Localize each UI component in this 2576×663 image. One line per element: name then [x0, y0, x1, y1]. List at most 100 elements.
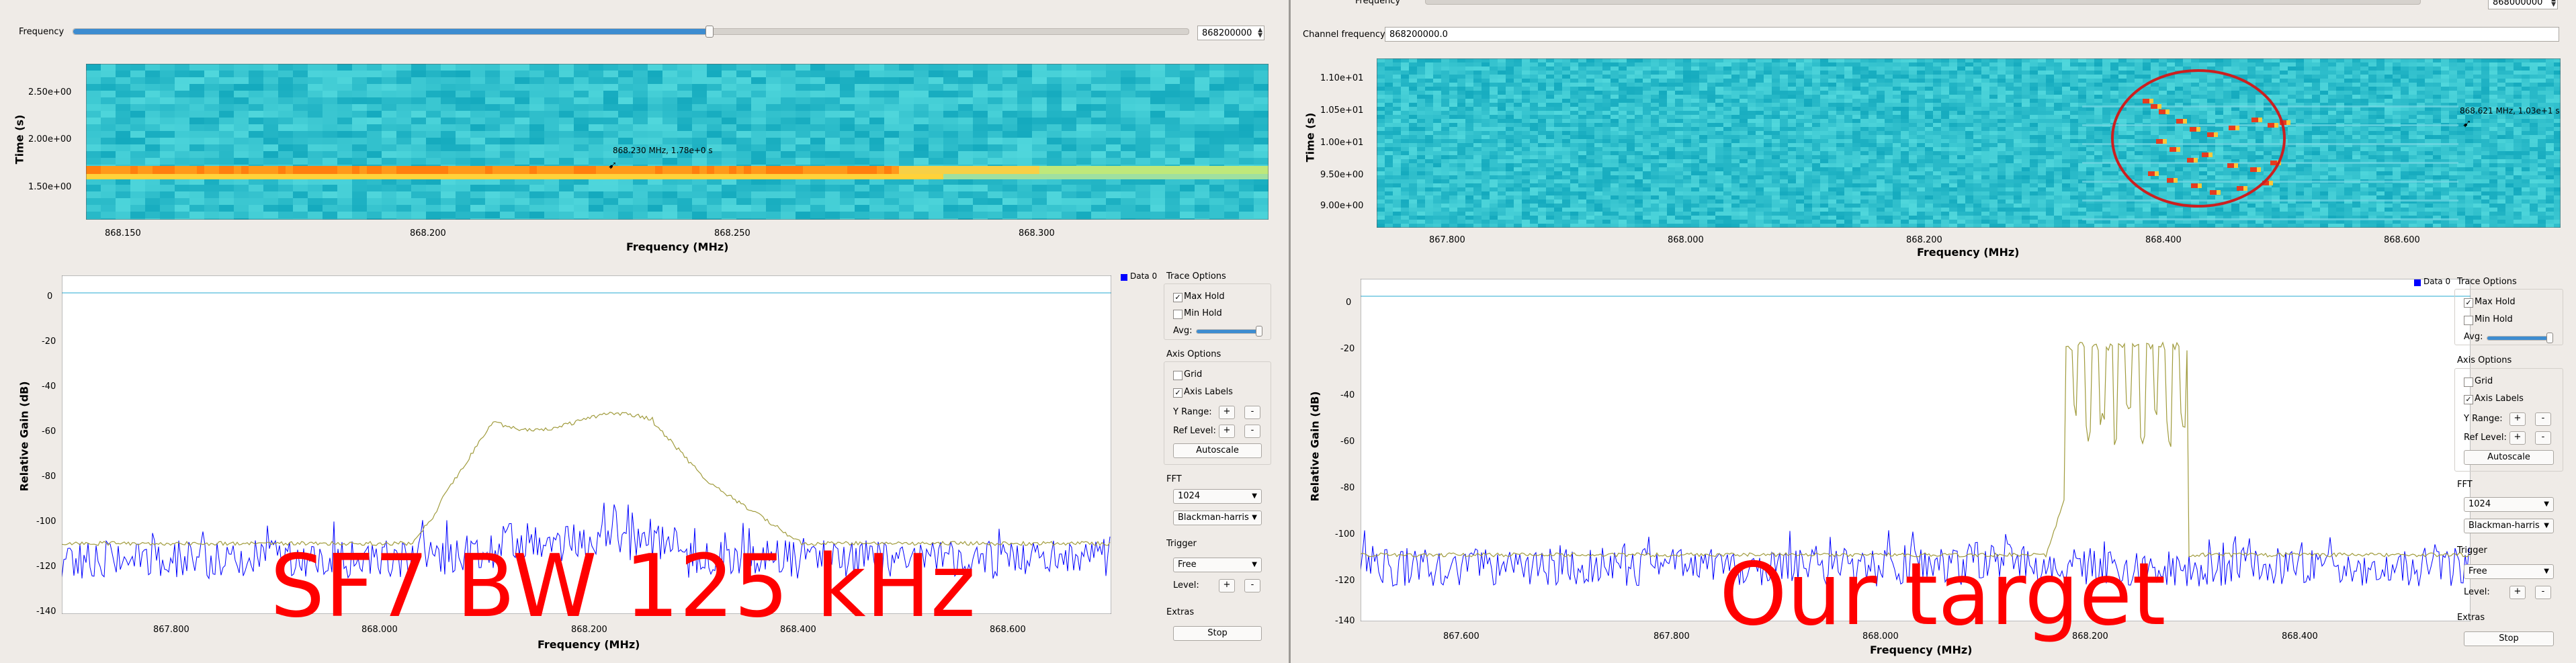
ref-level-minus-button[interactable]: - — [1244, 425, 1260, 438]
stop-button[interactable]: Stop — [2464, 631, 2554, 646]
y-range-plus-button[interactable]: + — [2509, 412, 2526, 426]
avg-slider[interactable] — [2487, 333, 2553, 343]
screen-divider — [1289, 0, 1291, 663]
y-tick: -80 — [1340, 483, 1355, 493]
freq-slider[interactable] — [1425, 0, 2421, 5]
freq-spinbox[interactable]: 868200000 ▲ ▼ — [1197, 26, 1264, 40]
y-tick: 2.00e+00 — [28, 134, 72, 144]
fft-plot-area[interactable] — [62, 275, 1111, 614]
freq-spinbox[interactable]: 868000000 ▲▼ — [2488, 0, 2558, 9]
level-minus-button[interactable]: - — [2535, 586, 2551, 599]
y-tick: 1.05e+01 — [1320, 105, 1364, 116]
y-range-label: Y Range: — [1173, 407, 1212, 417]
x-tick: 867.800 — [1654, 631, 1690, 642]
trigger-mode-select[interactable]: Free ▼ — [1173, 558, 1262, 572]
avg-slider-handle[interactable] — [1256, 326, 1262, 337]
freq-spinbox-value: 868200000 — [1202, 28, 1252, 38]
extras-title: Extras — [1166, 607, 1195, 617]
x-tick: 868.400 — [2282, 631, 2318, 642]
y-tick: -120 — [1335, 576, 1355, 586]
mouse-cursor-icon: ➹ — [2462, 117, 2472, 130]
max-hold-trace — [1361, 341, 2470, 558]
y-tick: -60 — [42, 427, 56, 437]
legend-color-swatch — [2414, 279, 2421, 286]
min-hold-checkbox[interactable] — [1173, 310, 1183, 319]
level-plus-button[interactable]: + — [2509, 586, 2526, 599]
right-fft-plot[interactable] — [1361, 279, 2471, 621]
y-tick: 2.50e+00 — [28, 87, 72, 97]
y-range-minus-button[interactable]: - — [1244, 406, 1260, 419]
max-hold-checkbox[interactable]: ✓ — [2464, 298, 2473, 308]
x-tick: 868.300 — [1019, 228, 1055, 238]
fft-x-label: Frequency (MHz) — [538, 638, 640, 651]
ref-level-minus-button[interactable]: - — [2535, 431, 2551, 445]
x-tick: 868.200 — [410, 228, 446, 238]
grid-checkbox[interactable] — [2464, 378, 2473, 387]
dropdown-arrow-icon: ▼ — [1252, 514, 1257, 521]
window-select[interactable]: Blackman-harris ▼ — [1173, 511, 1262, 525]
y-tick: 1.00e+01 — [1320, 138, 1364, 148]
fft-y-label: Relative Gain (dB) — [1308, 391, 1322, 502]
fft-plot-area[interactable] — [1361, 279, 2471, 621]
freq-slider-handle[interactable] — [705, 26, 714, 38]
min-hold-checkbox[interactable] — [2464, 316, 2473, 325]
avg-label: Avg: — [1173, 326, 1193, 336]
level-plus-button[interactable]: + — [1219, 579, 1235, 592]
legend-color-swatch — [1121, 274, 1127, 281]
ref-level-plus-button[interactable]: + — [2509, 431, 2526, 445]
grid-label: Grid — [2475, 376, 2493, 386]
waterfall-y-label: Time (s) — [13, 114, 26, 165]
right-flowgraph-window: Frequency 868000000 ▲▼ Channel frequency… — [1291, 0, 2576, 663]
freq-spinbox-value: 868000000 — [2493, 0, 2543, 7]
avg-slider-fill — [2487, 337, 2548, 340]
level-minus-button[interactable]: - — [1244, 579, 1260, 592]
avg-slider[interactable] — [1196, 326, 1262, 337]
y-tick: 9.50e+00 — [1320, 170, 1364, 180]
trigger-mode-select[interactable]: Free ▼ — [2464, 564, 2554, 579]
max-hold-checkbox[interactable]: ✓ — [1173, 293, 1183, 302]
avg-label: Avg: — [2464, 332, 2483, 342]
axis-options-box — [2454, 368, 2563, 472]
x-tick: 867.600 — [1443, 631, 1479, 642]
x-tick: 867.800 — [153, 625, 189, 635]
left-fft-plot[interactable] — [62, 275, 1111, 614]
spin-arrows-icon[interactable]: ▲▼ — [1258, 27, 1262, 39]
y-tick: -120 — [36, 562, 56, 572]
level-label: Level: — [1173, 580, 1199, 590]
y-tick: -100 — [36, 517, 56, 527]
x-tick: 868.400 — [780, 625, 816, 635]
avg-slider-handle[interactable] — [2546, 333, 2553, 343]
axis-labels-checkbox[interactable]: ✓ — [2464, 395, 2473, 404]
stop-button[interactable]: Stop — [1173, 626, 1262, 641]
right-waterfall-plot[interactable] — [1377, 58, 2561, 228]
y-tick: -140 — [1335, 616, 1355, 626]
left-waterfall-plot[interactable] — [86, 64, 1269, 220]
y-range-minus-button[interactable]: - — [2535, 412, 2551, 426]
window-select[interactable]: Blackman-harris ▼ — [2464, 519, 2554, 533]
fft-size-select[interactable]: 1024 ▼ — [2464, 497, 2554, 512]
channel-freq-input[interactable]: 868200000.0 — [1385, 27, 2559, 42]
x-tick: 868.000 — [1668, 235, 1704, 245]
max-hold-label: Max Hold — [1184, 292, 1225, 302]
fft-title: FFT — [1166, 474, 1182, 484]
waterfall-x-label: Frequency (MHz) — [626, 240, 729, 253]
x-tick: 868.250 — [714, 228, 750, 238]
y-tick: 1.50e+00 — [28, 182, 72, 192]
y-tick: -100 — [1335, 529, 1355, 539]
x-tick: 868.600 — [2384, 235, 2420, 245]
autoscale-button[interactable]: Autoscale — [2464, 450, 2554, 465]
axis-options-box — [1164, 361, 1271, 465]
y-tick: -140 — [36, 607, 56, 617]
freq-slider[interactable] — [73, 26, 1189, 38]
axis-labels-label: Axis Labels — [1184, 387, 1233, 397]
ref-level-plus-button[interactable]: + — [1219, 425, 1235, 438]
fft-size-select[interactable]: 1024 ▼ — [1173, 489, 1262, 504]
y-range-plus-button[interactable]: + — [1219, 406, 1235, 419]
spin-arrows-icon[interactable]: ▲▼ — [2551, 0, 2556, 8]
ref-level-label: Ref Level: — [2464, 433, 2507, 443]
autoscale-button[interactable]: Autoscale — [1173, 443, 1262, 458]
grid-checkbox[interactable] — [1173, 371, 1183, 380]
axis-labels-checkbox[interactable]: ✓ — [1173, 388, 1183, 398]
window-value: Blackman-harris — [2468, 521, 2540, 531]
dropdown-arrow-icon: ▼ — [1252, 492, 1257, 500]
